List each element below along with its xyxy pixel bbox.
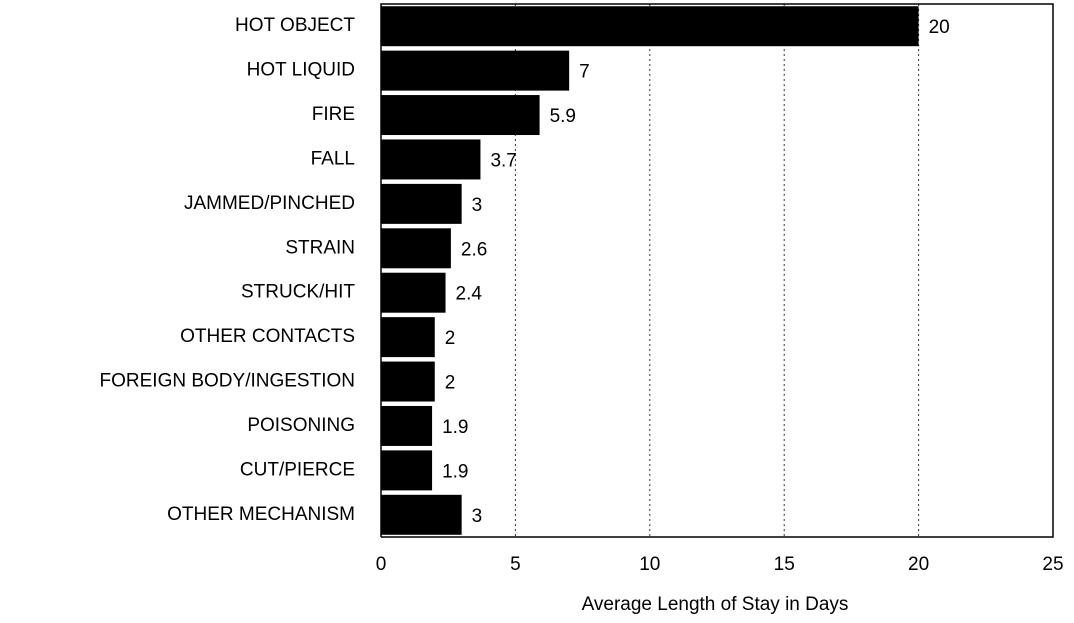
y-tick-label: FALL <box>311 148 355 169</box>
x-tick-label: 15 <box>774 554 795 575</box>
data-label: 1.9 <box>442 417 468 438</box>
x-tick-label: 25 <box>1042 554 1063 575</box>
bar <box>381 450 433 491</box>
y-tick-label: CUT/PIERCE <box>240 459 355 480</box>
data-label: 3.7 <box>490 150 516 171</box>
bar <box>381 183 462 224</box>
bar <box>381 361 435 402</box>
y-tick-label: POISONING <box>247 415 355 436</box>
data-label: 3 <box>472 506 483 527</box>
data-label: 2 <box>445 328 456 349</box>
bar <box>381 272 446 313</box>
bar <box>381 317 435 358</box>
y-tick-label: FOREIGN BODY/INGESTION <box>100 371 355 392</box>
data-label: 3 <box>472 195 483 216</box>
x-tick-label: 20 <box>908 554 929 575</box>
bar <box>381 139 481 180</box>
data-label: 5.9 <box>550 106 576 127</box>
y-tick-label: HOT OBJECT <box>235 15 355 36</box>
bar <box>381 228 451 269</box>
y-tick-label: FIRE <box>312 104 355 125</box>
y-tick-label: HOT LIQUID <box>247 60 355 81</box>
bar <box>381 405 433 446</box>
data-label: 20 <box>929 17 950 38</box>
x-axis-label: Average Length of Stay in Days <box>582 594 849 615</box>
y-tick-label: STRAIN <box>285 237 355 258</box>
bar <box>381 494 462 535</box>
data-label: 7 <box>579 62 590 83</box>
plot-frame <box>380 3 1054 538</box>
x-tick-label: 5 <box>510 554 521 575</box>
data-label: 2.4 <box>456 284 483 305</box>
y-tick-label: OTHER MECHANISM <box>167 504 355 525</box>
bar <box>381 50 570 91</box>
y-tick-label: OTHER CONTACTS <box>180 326 355 347</box>
x-tick-label: 0 <box>376 554 387 575</box>
y-tick-label: STRUCK/HIT <box>241 282 355 303</box>
y-tick-label: JAMMED/PINCHED <box>184 193 355 214</box>
data-label: 2.6 <box>461 239 487 260</box>
x-tick-label: 10 <box>639 554 660 575</box>
data-label: 2 <box>445 373 456 394</box>
bar <box>381 95 540 136</box>
data-label: 1.9 <box>442 461 468 482</box>
bar <box>381 6 919 47</box>
